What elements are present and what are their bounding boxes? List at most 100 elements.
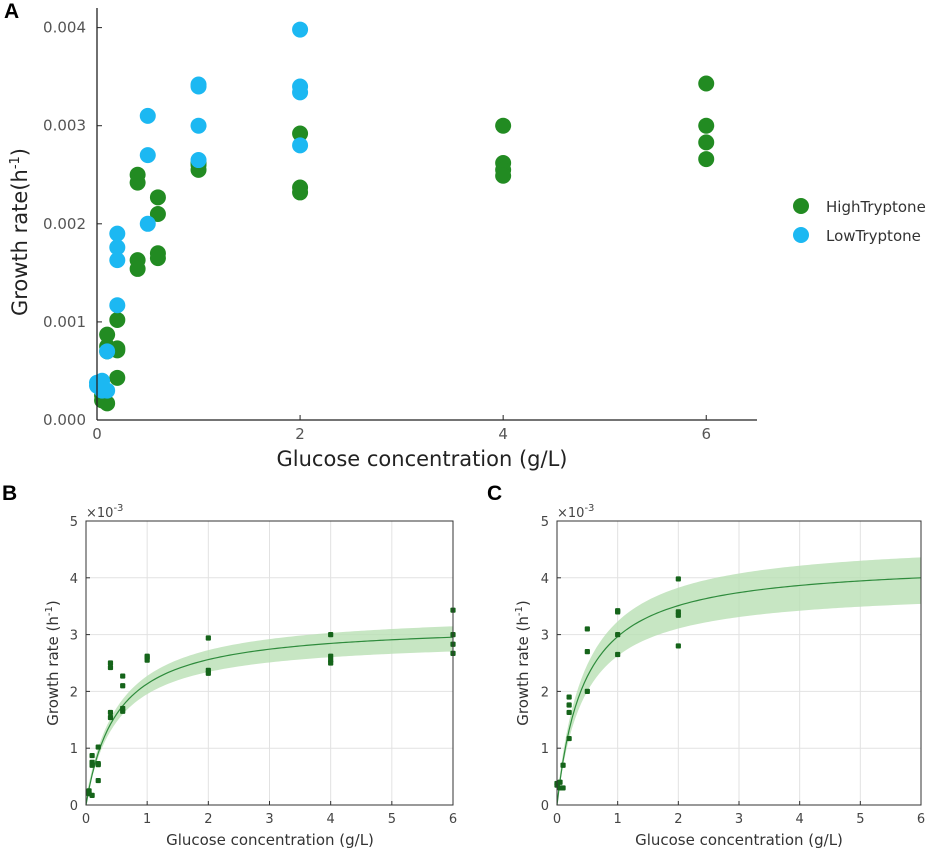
- chart-c-xtick-label-5: 5: [856, 812, 864, 827]
- point-hightryptone-13: [129, 260, 146, 277]
- chart-b-xtick-label-6: 6: [449, 812, 457, 827]
- point-lowtryptone-19: [292, 84, 309, 101]
- legend-marker-hightryptone: [793, 198, 809, 214]
- legend-marker-lowtryptone: [793, 227, 809, 243]
- chart-c-marks: [554, 576, 922, 806]
- chart-b-point-25: [328, 653, 334, 659]
- chart-c-multiplier-exp: -3: [584, 503, 594, 514]
- chart-b-ticks: 0 1 2 3 4 5 6 0 1 2 3 4 5: [70, 515, 457, 827]
- panel-label-b: B: [2, 482, 17, 505]
- chart-b-point-24: [328, 632, 334, 638]
- point-hightryptone-23: [292, 184, 309, 201]
- chart-b-band-area: [86, 626, 453, 805]
- chart-b-point-17: [120, 708, 126, 714]
- chart-a-xtick-label-0: 0: [92, 425, 102, 443]
- point-hightryptone-5: [99, 326, 116, 343]
- chart-b-xtick-label-1: 1: [143, 812, 151, 827]
- chart-c-band-area: [557, 557, 921, 805]
- chart-b-point-10: [107, 660, 114, 666]
- point-hightryptone-28: [698, 75, 715, 92]
- chart-c-point-5: [560, 762, 566, 768]
- panel-label-a: A: [4, 0, 19, 23]
- chart-c-ticks: 0 1 2 3 4 5 6 0 1 2 3 4 5: [541, 515, 925, 827]
- panel-label-c: C: [487, 482, 502, 505]
- chart-b-ylabel-sup: -1: [44, 606, 55, 616]
- chart-b-point-23: [205, 670, 211, 676]
- chart-b-ylabel-close: ): [44, 600, 62, 606]
- legend-label-lowtryptone: LowTryptone: [826, 227, 921, 245]
- point-hightryptone-17: [149, 250, 166, 267]
- chart-b-ytick-label-3: 3: [70, 629, 78, 644]
- point-hightryptone-27: [495, 167, 512, 184]
- chart-c-ylabel-main: Growth rate (h: [514, 616, 532, 726]
- point-hightryptone-31: [698, 151, 715, 168]
- chart-c-confidence-band: [557, 557, 921, 805]
- point-hightryptone-9: [109, 369, 126, 386]
- chart-b-point-8: [95, 762, 101, 768]
- point-hightryptone-2: [99, 395, 116, 412]
- point-hightryptone-29: [698, 117, 715, 134]
- chart-b-ytick-label-4: 4: [70, 572, 78, 587]
- chart-a-xtick-label-3: 6: [701, 425, 711, 443]
- chart-a-marks: [89, 21, 715, 412]
- point-hightryptone-30: [698, 134, 715, 151]
- chart-b-xtick-label-3: 3: [265, 812, 273, 827]
- point-lowtryptone-15: [190, 117, 207, 134]
- chart-c-ylabel: Growth rate (h-1): [514, 600, 532, 726]
- chart-b-point-2: [89, 792, 95, 798]
- chart-c-multiplier-base: ×10: [557, 506, 584, 521]
- chart-c-xtick-label-4: 4: [796, 812, 804, 827]
- chart-c-point-11: [584, 649, 590, 655]
- chart-c-point-9: [566, 735, 572, 742]
- point-lowtryptone-16: [190, 152, 207, 169]
- chart-b-point-12: [107, 709, 114, 716]
- chart-c-point-10: [584, 626, 590, 632]
- chart-c-ytick-label-5: 5: [541, 515, 549, 530]
- chart-b-xtick-label-5: 5: [388, 812, 396, 827]
- chart-a-ticks: 0 2 4 6 0.000 0.001 0.002 0.003 0.004: [43, 19, 711, 443]
- chart-b-ytick-label-1: 1: [70, 742, 78, 757]
- chart-a-ytick-label-3: 0.003: [43, 117, 86, 135]
- chart-c-xtick-label-3: 3: [735, 812, 743, 827]
- chart-b-ytick-label-5: 5: [70, 515, 78, 530]
- chart-a-ylabel: Growth rate(h-1): [8, 148, 32, 316]
- chart-b-grid: [86, 521, 453, 805]
- chart-a-ytick-label-0: 0.000: [43, 411, 86, 429]
- chart-b-confidence-band: [86, 626, 453, 805]
- chart-a-xtick-label-1: 2: [295, 425, 305, 443]
- chart-c-point-17: [675, 576, 681, 582]
- chart-c-ytick-label-1: 1: [541, 742, 549, 757]
- point-lowtryptone-20: [292, 137, 309, 154]
- chart-b-point-14: [120, 673, 126, 679]
- chart-c-point-14: [615, 609, 621, 615]
- chart-a-ytick-label-4: 0.004: [43, 19, 86, 37]
- chart-c-point-7: [566, 702, 572, 708]
- chart-b-point-11: [107, 664, 114, 671]
- chart-c-point-12: [584, 688, 590, 694]
- point-lowtryptone-12: [139, 215, 156, 232]
- point-hightryptone-6: [109, 311, 126, 328]
- chart-b-ylabel: Growth rate (h-1): [44, 600, 62, 726]
- point-lowtryptone-9: [109, 297, 126, 314]
- chart-b-ylabel-main: Growth rate (h: [44, 616, 62, 726]
- chart-c-point-2: [557, 779, 563, 785]
- point-lowtryptone-5: [99, 343, 116, 360]
- chart-c-xtick-label-1: 1: [614, 812, 622, 827]
- chart-c-ylabel-close: ): [514, 600, 532, 606]
- chart-b-point-5: [89, 752, 95, 759]
- point-lowtryptone-6: [109, 225, 126, 242]
- chart-b-marks: [85, 607, 456, 806]
- chart-b-multiplier-exp: -3: [113, 503, 123, 514]
- chart-a-ylabel-main: Growth rate(h: [8, 169, 32, 316]
- chart-b-point-27: [328, 660, 334, 666]
- point-lowtryptone-11: [139, 147, 156, 164]
- chart-b-point-20: [144, 657, 150, 663]
- chart-c-point-19: [675, 612, 681, 618]
- chart-c-point-20: [675, 643, 681, 649]
- chart-b-point-9: [95, 777, 101, 784]
- legend-label-hightryptone: HighTryptone: [826, 198, 926, 216]
- chart-b-ytick-label-0: 0: [70, 799, 78, 814]
- chart-c-point-8: [566, 709, 572, 716]
- chart-c-xtick-label-2: 2: [674, 812, 682, 827]
- chart-a-ylabel-close: ): [8, 148, 32, 156]
